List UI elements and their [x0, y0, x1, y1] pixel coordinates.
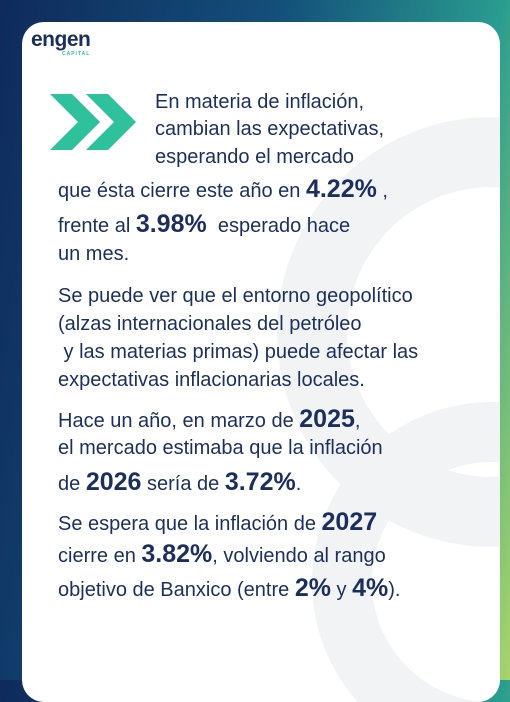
text-run: un mes.	[58, 243, 130, 265]
text-run: y	[330, 579, 353, 601]
text-run: ,	[354, 410, 361, 432]
text-line: Hace un año, en marzo de 2025,	[58, 407, 360, 432]
text-line: cierre en 3.82%, volviendo al rango	[58, 542, 386, 567]
text-line: frente al 3.98% esperado hace	[58, 212, 350, 237]
highlight: 3.82%	[141, 540, 213, 568]
highlight: 3.72%	[224, 468, 296, 496]
text-line: Se espera que la inflación de 2027	[58, 510, 377, 535]
highlight: 2025	[299, 405, 355, 433]
highlight: 2%	[294, 574, 331, 602]
text-run: cierre en	[58, 545, 142, 567]
chevron	[86, 94, 136, 150]
decoration	[50, 94, 500, 702]
highlight: 4%	[352, 574, 389, 602]
text-line: de 2026 sería de 3.72%.	[58, 470, 301, 495]
logo: engen	[31, 28, 91, 51]
watermark	[312, 402, 500, 702]
highlight: 2026	[85, 468, 142, 496]
text-run: Se espera que la inflación de	[58, 513, 322, 535]
chevron	[50, 94, 100, 150]
text-run: , volviendo al rango	[212, 545, 386, 567]
text-line: un mes.	[58, 244, 129, 264]
text-line: expectativas inflacionarias locales.	[58, 370, 365, 390]
logo-tagline: CAPITAL	[62, 51, 91, 57]
text-run: y las materias primas) puede afectar las	[58, 341, 419, 363]
text-line: Se puede ver que el entorno geopolítico	[58, 286, 413, 306]
text-line: que ésta cierre este año en 4.22% ,	[58, 177, 388, 202]
text-run: Se puede ver que el entorno geopolítico	[58, 285, 413, 307]
text-run: el mercado estimaba que la inflación	[58, 437, 383, 459]
text-run: expectativas inflacionarias locales.	[58, 369, 365, 391]
highlight: 3.98%	[135, 210, 207, 238]
text-line: (alzas internacionales del petróleo	[58, 314, 362, 334]
highlight: 4.22%	[305, 175, 377, 203]
text-line: cambian las expectativas,	[155, 119, 384, 139]
text-run: cambian las expectativas,	[155, 118, 385, 140]
text-run: frente al	[58, 215, 136, 237]
text-run: ,	[376, 180, 388, 202]
text-run: objetivo de Banxico (entre	[58, 579, 295, 601]
text-run: esperando el mercado	[155, 146, 355, 168]
text-run: de	[58, 473, 86, 495]
text-run: esperado hace	[206, 215, 351, 237]
text-run: ).	[388, 579, 401, 601]
text-line: el mercado estimaba que la inflación	[58, 438, 383, 458]
text-line: esperando el mercado	[155, 147, 354, 167]
text-line: y las materias primas) puede afectar las	[58, 341, 419, 363]
watermark	[277, 117, 500, 547]
text-run: En materia de inflación,	[155, 91, 365, 113]
highlight: 2027	[321, 508, 378, 536]
text-line: En materia de inflación,	[155, 92, 364, 112]
text-run: sería de	[141, 473, 225, 495]
text-line: objetivo de Banxico (entre 2% y 4%).	[58, 576, 400, 601]
text-run: que ésta cierre este año en	[58, 180, 306, 202]
text-run: (alzas internacionales del petróleo	[58, 313, 362, 335]
text-run: .	[295, 473, 302, 495]
card: engen CAPITAL En materia de inflación, ca…	[22, 22, 500, 702]
text-run: Hace un año, en marzo de	[58, 410, 300, 432]
